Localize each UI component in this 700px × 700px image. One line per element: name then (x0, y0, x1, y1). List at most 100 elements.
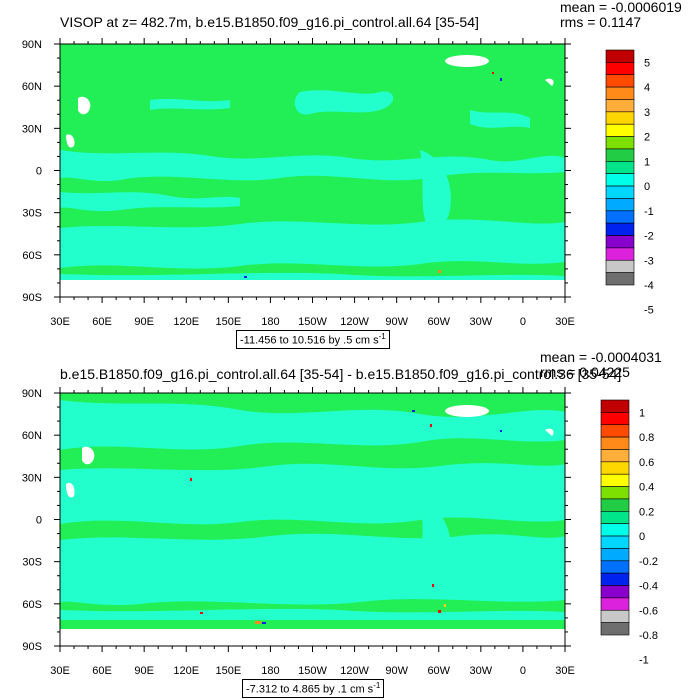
panel-2-colorbar-box (600, 424, 630, 438)
panel-1-range-sup: -1 (378, 332, 386, 341)
panel-2-lat-label: 30S (22, 557, 42, 569)
panel-2-colorbar-box (600, 560, 630, 574)
panel-1-colorbar-box (605, 49, 635, 63)
panel-1-title: VISOP at z= 482.7m, b.e15.B1850.f09_g16.… (60, 14, 479, 30)
panel-1-colorbar-label: 2 (644, 132, 650, 144)
panel-1-lat-label: 60N (22, 81, 42, 93)
panel-1-land (60, 55, 565, 297)
panel-1-lat-label: 90S (22, 292, 42, 304)
panel-1-colorbar-box (605, 210, 635, 224)
panel-1-noise (244, 72, 502, 278)
panel-2-negative-field (60, 400, 565, 620)
panel-1-mean: mean = -0.0006019 (560, 0, 682, 15)
panel-2-lat-label: 90S (22, 641, 42, 653)
panel-1-colorbar-box (605, 123, 635, 137)
panel-1-colorbar-box (605, 185, 635, 199)
panel-1-lat-label: 60S (22, 250, 42, 262)
panel-2-colorbar-box (600, 609, 630, 623)
panel-1-colorbar-box (605, 222, 635, 236)
panel-1-lon-label: 180 (261, 316, 279, 328)
panel-2-colorbar-label: -0.6 (639, 605, 658, 617)
panel-1-colorbar-box (605, 272, 635, 286)
panel-1-colorbar-box (605, 74, 635, 88)
panel-1-lon-label: 30W (470, 316, 493, 328)
panel-2-lon-label: 60E (92, 665, 112, 677)
panel-2-lon-label: 90W (385, 665, 408, 677)
panel-1-colorbar-box (605, 259, 635, 273)
panel-1-lat-label: 90N (22, 39, 42, 51)
panel-1-lon-label: 30E (555, 316, 575, 328)
panel-2-colorbar-box (600, 535, 630, 549)
panel-1-lat-label: 30S (22, 208, 42, 220)
panel-2-colorbar-label: 0 (639, 531, 645, 543)
panel-1-colorbar-label: -4 (644, 280, 654, 292)
panel-2-colorbar-label: -1 (639, 655, 649, 667)
panel-2-colorbar-box (600, 399, 630, 413)
panel-2-lon-label: 30W (470, 665, 493, 677)
panel-2-colorbar-box (600, 523, 630, 537)
panel-2-lon-label: 120E (173, 665, 199, 677)
panel-1-colorbar-box (605, 247, 635, 261)
panel-1-lon-label: 30E (50, 316, 70, 328)
panel-2-title: b.e15.B1850.f09_g16.pi_control.all.64 [3… (60, 366, 622, 382)
panel-2-range-label: -7.312 to 4.865 by .1 cm s-1 (242, 679, 385, 698)
panel-1-map (60, 44, 565, 297)
panel-2-rms: rms = 0.04225 (540, 364, 630, 380)
panel-2-lat-label: 30N (22, 472, 42, 484)
panel-1-colorbar-label: -5 (644, 305, 654, 317)
panel-2-lon-label: 30E (555, 665, 575, 677)
panel-2-lon-label: 0 (520, 665, 526, 677)
panel-1-colorbar-label: 5 (644, 57, 650, 69)
panel-2-colorbar-box (600, 622, 630, 636)
panel-1-axes: 30E 60E 90E 120E 150E 180 150W 120W 90W 60W 30W 0 30… (22, 38, 575, 328)
panel-1-colorbar-label: 4 (644, 82, 650, 94)
panel-2-colorbar-box (600, 436, 630, 450)
panel-2-range-text: -7.312 to 4.865 by .1 cm s (246, 683, 374, 696)
panel-1-colorbar-box (605, 86, 635, 100)
panel-1-colorbar-box (605, 198, 635, 212)
panel-1-colorbar-box (605, 99, 635, 113)
panel-1-colorbar-label: -2 (644, 231, 654, 243)
panel-2-colorbar-box (600, 473, 630, 487)
panel-1-lat-label: 0 (36, 166, 42, 178)
panel-2-lat-label: 60S (22, 599, 42, 611)
panel-2-range-sup: -1 (373, 681, 381, 690)
panel-2-colorbar-label: 1 (639, 407, 645, 419)
panel-1-colorbar-box (605, 62, 635, 76)
panel-2-lon-label: 90E (134, 665, 154, 677)
panel-1-colorbar-box (605, 136, 635, 150)
panel-1-colorbar-box (605, 173, 635, 187)
panel-1-lon-label: 120W (340, 316, 369, 328)
panel-2-lon-label: 180 (261, 665, 279, 677)
panel-2-colorbar-label: -0.2 (639, 556, 658, 568)
panel-2-colorbar-label: 0.8 (639, 432, 654, 444)
panel-1-lon-label: 90W (385, 316, 408, 328)
panel-2-colorbar-box (600, 585, 630, 599)
panel-2-lon-label: 150W (298, 665, 327, 677)
panel-2-colorbar-box (600, 449, 630, 463)
panel-2-colorbar-box (600, 498, 630, 512)
panel-2-colorbar-box (600, 486, 630, 500)
panel-2-colorbar: 1 0.8 0.6 0.4 0.2 0 -0.2 -0.4 -0.6 -0.8 -1 (600, 399, 658, 667)
panel-1-colorbar-label: 1 (644, 156, 650, 168)
panel-1-colorbar-label: -1 (644, 206, 654, 218)
panel-1-range-label: -11.456 to 10.516 by .5 cm s-1 (236, 330, 390, 349)
panel-2-colorbar-label: -0.4 (639, 581, 658, 593)
panel-2-colorbar-label: 0.2 (639, 506, 654, 518)
panel-1-colorbar-box (605, 148, 635, 162)
panel-2-colorbar-box (600, 572, 630, 586)
panel-2-colorbar-box (600, 412, 630, 426)
panel-2-map (60, 393, 565, 646)
panel-2-mean: mean = -0.0004031 (540, 349, 662, 365)
panel-1-rms: rms = 0.1147 (560, 14, 642, 30)
panel-2-colorbar-box (600, 511, 630, 524)
panel-2-lat-label: 60N (22, 430, 42, 442)
panel-2-noise (190, 410, 502, 624)
panel-2-colorbar-box (600, 461, 630, 475)
panel-2-lon-label: 150E (215, 665, 241, 677)
panel-1-lon-label: 60E (92, 316, 112, 328)
panel-1-negative-field (60, 90, 565, 280)
panel-2-colorbar-label: -0.8 (639, 630, 658, 642)
panel-2-lon-label: 30E (50, 665, 70, 677)
